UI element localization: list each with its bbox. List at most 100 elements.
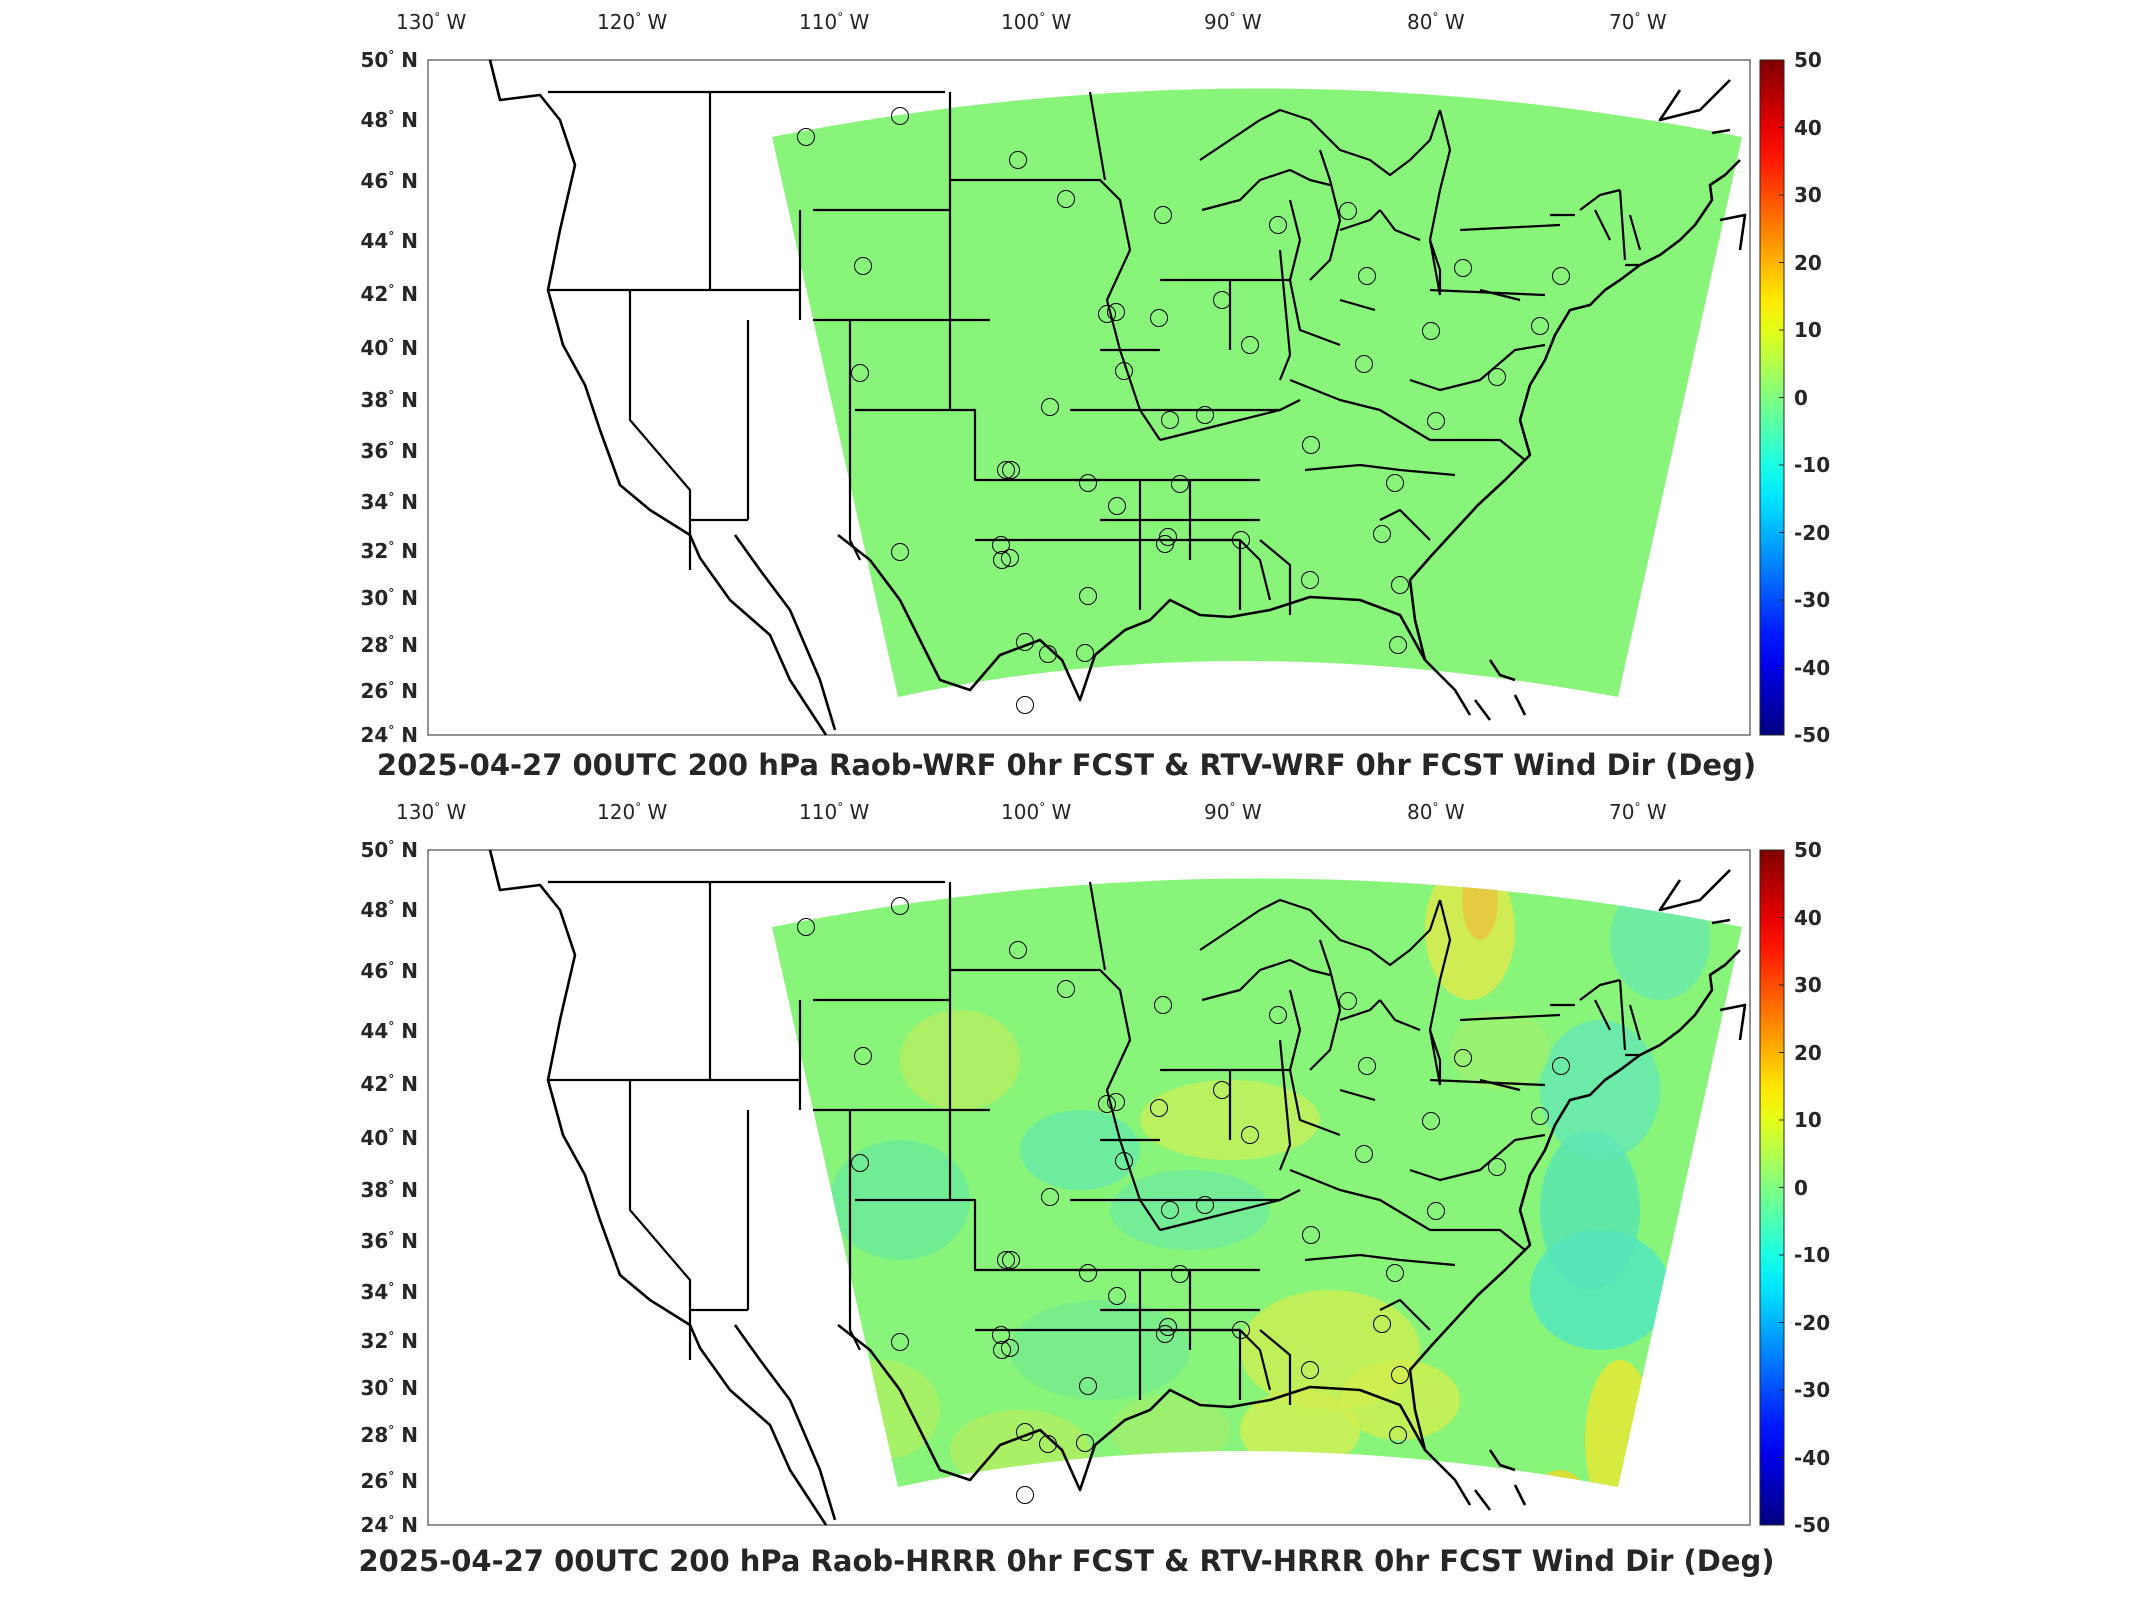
bottom-map-figure [427, 849, 1785, 1526]
station-marker [1156, 1325, 1174, 1343]
station-marker [1241, 336, 1259, 354]
station-marker [1355, 1145, 1373, 1163]
latitude-tick-label: 26° N [360, 679, 418, 703]
station-marker [1358, 1057, 1376, 1075]
longitude-tick-label: 90° W [1204, 800, 1262, 824]
station-marker [1531, 1107, 1549, 1125]
latitude-tick-label: 46° N [360, 169, 418, 193]
latitude-tick-label: 24° N [360, 723, 418, 747]
longitude-tick-label: 70° W [1609, 10, 1667, 34]
station-marker [1057, 190, 1075, 208]
state-borders [548, 90, 1642, 615]
station-marker [1016, 633, 1034, 651]
longitude-tick-label: 100° W [1001, 10, 1072, 34]
state-borders [548, 880, 1642, 1405]
station-marker [891, 1333, 909, 1351]
station-marker [1016, 1486, 1034, 1504]
colorbar-tick-label: 40 [1794, 115, 1822, 140]
station-marker [891, 107, 909, 125]
station-marker [1154, 206, 1172, 224]
bottom-map-panel: 2025-04-27 00UTC 200 hPa Raob-HRRR 0hr F… [0, 790, 2133, 1590]
longitude-tick-label: 110° W [799, 800, 870, 824]
station-marker [1269, 216, 1287, 234]
station-marker [1196, 1196, 1214, 1214]
longitude-tick-label: 120° W [597, 10, 668, 34]
station-marker [1079, 474, 1097, 492]
colorbar-tick-label: 50 [1794, 838, 1822, 862]
station-marker [1098, 305, 1116, 323]
latitude-tick-label: 30° N [360, 586, 418, 610]
station-marker [1076, 644, 1094, 662]
latitude-tick-label: 40° N [360, 1126, 418, 1150]
longitude-tick-label: 130° W [396, 10, 467, 34]
station-marker [1232, 531, 1250, 549]
colorbar-tick-label: -30 [1794, 1378, 1831, 1402]
latitude-tick-label: 32° N [360, 1329, 418, 1353]
colorbar-tick-label: 0 [1794, 385, 1808, 410]
station-marker [1213, 291, 1231, 309]
colorbar-tick-label: 30 [1794, 183, 1822, 207]
station-marker [992, 536, 1010, 554]
latitude-tick-label: 34° N [360, 490, 418, 514]
station-marker [993, 551, 1011, 569]
top-map-figure [427, 59, 1785, 736]
station-marker [992, 1326, 1010, 1344]
station-marker [1302, 436, 1320, 454]
station-marker [1001, 549, 1019, 567]
station-marker [1009, 151, 1027, 169]
colorbar-tick-label: -20 [1794, 520, 1831, 545]
station-marker [1386, 474, 1404, 492]
station-marker [1076, 1434, 1094, 1452]
longitude-tick-label: 80° W [1407, 800, 1465, 824]
station-marker [1358, 267, 1376, 285]
station-marker [1552, 1057, 1570, 1075]
latitude-tick-label: 28° N [360, 633, 418, 657]
station-marker [1039, 645, 1057, 663]
station-marker [1339, 202, 1357, 220]
station-marker [854, 257, 872, 275]
difference-field [772, 88, 1742, 697]
colorbar-tick-label: 10 [1794, 318, 1822, 342]
station-marker [1454, 1049, 1472, 1067]
latitude-tick-label: 48° N [360, 108, 418, 132]
latitude-tick-label: 50° N [360, 48, 418, 72]
station-marker [1373, 525, 1391, 543]
station-marker [1422, 322, 1440, 340]
station-marker [1041, 398, 1059, 416]
latitude-tick-label: 28° N [360, 1423, 418, 1447]
station-marker [854, 1047, 872, 1065]
station-marker [1150, 309, 1168, 327]
latitude-tick-label: 44° N [360, 1019, 418, 1043]
longitude-tick-label: 130° W [396, 800, 467, 824]
station-marker [1269, 1006, 1287, 1024]
colorbar [1759, 849, 1785, 1526]
station-marker [1150, 1099, 1168, 1117]
longitude-tick-label: 80° W [1407, 10, 1465, 34]
latitude-tick-label: 24° N [360, 1513, 418, 1537]
colorbar-tick-label: -40 [1794, 1445, 1831, 1470]
station-marker [1213, 1081, 1231, 1099]
station-marker [997, 461, 1015, 479]
station-marker [1098, 1095, 1116, 1113]
station-marker [1355, 355, 1373, 373]
station-marker [1171, 475, 1189, 493]
colorbar-tick-label: -10 [1794, 1243, 1831, 1267]
station-marker [1154, 996, 1172, 1014]
latitude-tick-label: 42° N [360, 1072, 418, 1096]
latitude-tick-label: 44° N [360, 229, 418, 253]
station-marker [1301, 1361, 1319, 1379]
station-marker [1156, 535, 1174, 553]
station-marker [1488, 368, 1506, 386]
station-marker [1196, 406, 1214, 424]
latitude-tick-label: 50° N [360, 838, 418, 862]
colorbar-tick-label: 50 [1794, 48, 1822, 72]
longitude-tick-label: 90° W [1204, 10, 1262, 34]
station-marker [1041, 1188, 1059, 1206]
station-marker [1454, 259, 1472, 277]
colorbar-tick-label: 20 [1794, 250, 1822, 275]
latitude-tick-label: 42° N [360, 282, 418, 306]
latitude-tick-label: 30° N [360, 1376, 418, 1400]
top-map-title: 2025-04-27 00UTC 200 hPa Raob-WRF 0hr FC… [376, 748, 1757, 782]
latitude-tick-label: 46° N [360, 959, 418, 983]
station-marker [851, 364, 869, 382]
